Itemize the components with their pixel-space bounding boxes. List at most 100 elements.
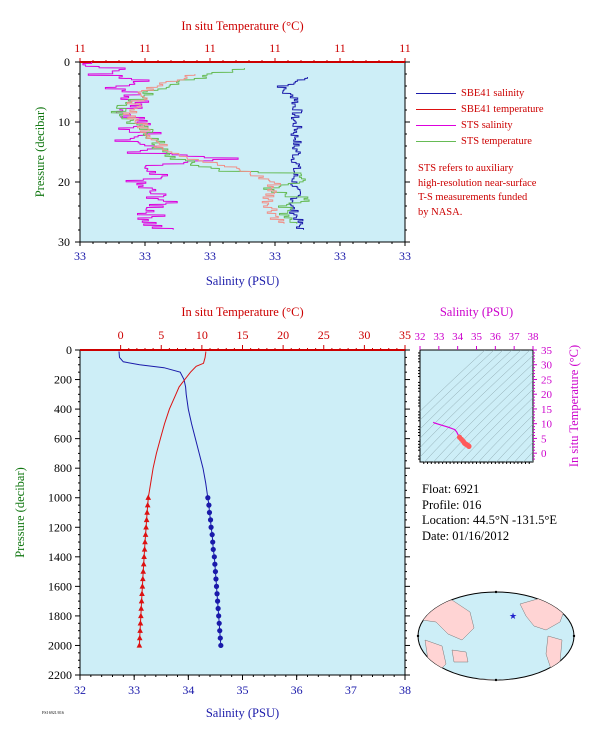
temperature-sample-point	[140, 575, 146, 582]
top-panel-top-axis-title: In situ Temperature (°C)	[181, 19, 303, 33]
legend-item: STS salinity	[416, 120, 544, 136]
temperature-sample-point	[139, 583, 146, 589]
salinity-sample-point	[213, 583, 220, 589]
top-panel-y-tick-label: 20	[58, 175, 70, 189]
main-panel-pressure-tick-label: 1800	[48, 609, 72, 623]
salinity-sample-point	[206, 502, 212, 508]
main-panel-y-axis-title: Pressure (decibar)	[13, 467, 27, 558]
ts-density-contour	[505, 432, 533, 462]
date: Date: 01/16/2012	[422, 528, 510, 543]
location: Location: 44.5°N -131.5°E	[422, 513, 557, 527]
ts-top-axis-title: Salinity (PSU)	[440, 305, 513, 319]
main-panel-salinity-tick-label: 32	[74, 683, 86, 697]
main-panel-pressure-tick-label: 200	[54, 373, 72, 387]
ts-density-contour	[532, 461, 533, 462]
top-panel-series-line	[82, 62, 239, 230]
main-panel-salinity-tick-label: 38	[399, 683, 411, 697]
ts-density-contour	[420, 350, 531, 458]
map-edge-tick	[416, 634, 420, 638]
salinity-sample-point	[214, 591, 220, 597]
top-panel-y-tick-label: 10	[58, 115, 70, 129]
main-panel-pressure-tick-label: 2000	[48, 638, 72, 652]
temperature-sample-point	[138, 597, 145, 604]
main-panel-temp-tick-label: 0	[118, 328, 124, 342]
legend-label: SBE41 temperature	[461, 104, 544, 115]
salinity-sample-point	[205, 495, 211, 501]
legend-swatch-sts-salinity	[416, 125, 456, 127]
temperature-sample-point	[142, 538, 148, 545]
salinity-sample-point	[216, 620, 222, 626]
main-panel-temp-tick-label: 15	[237, 328, 249, 342]
top-panel-series-line	[122, 74, 285, 224]
temperature-sample-point	[141, 546, 148, 552]
salinity-sample-point	[206, 509, 213, 516]
main-panel-salinity-tick-label: 34	[182, 683, 194, 697]
legend-swatch-sbe41-salinity	[416, 93, 456, 95]
ts-density-contour	[420, 350, 495, 421]
ts-temp-tick-label: 30	[541, 360, 553, 372]
float-info: Float: 6921 Profile: 016 Location: 44.5°…	[422, 482, 557, 544]
salinity-sample-point	[217, 628, 223, 634]
ts-density-contour	[469, 397, 533, 462]
map-edge-tick	[494, 590, 498, 594]
temperature-sample-point	[142, 531, 149, 537]
ts-temp-tick-label: 35	[541, 345, 553, 357]
ts-curve-point	[466, 443, 472, 449]
ts-salinity-tick-label: 37	[509, 331, 521, 343]
legend-label: SBE41 salinity	[461, 88, 525, 99]
main-panel-pressure-tick-label: 400	[54, 402, 72, 416]
main-panel-temp-tick-label: 10	[196, 328, 208, 342]
legend-label: STS temperature	[461, 136, 532, 147]
main-panel-temp-tick-label: 5	[158, 328, 164, 342]
main-panel-pressure-tick-label: 2200	[48, 668, 72, 682]
ts-density-contour	[442, 371, 533, 462]
top-panel-top-tick-label: 11	[139, 41, 151, 55]
top-panel-series-line	[276, 77, 308, 230]
ts-salinity-tick-label: 33	[433, 331, 445, 343]
salinity-sample-point	[216, 613, 222, 619]
salinity-sample-point	[213, 576, 219, 582]
salinity-sample-point	[217, 635, 223, 641]
float-id: Float: 6921	[422, 482, 480, 496]
ts-temp-tick-label: 0	[541, 448, 547, 460]
legend-item: SBE41 temperature	[416, 104, 544, 120]
map-landmass-australia	[451, 649, 469, 663]
temperature-sample-point	[137, 620, 144, 626]
legend-swatch-sbe41-temperature	[416, 109, 456, 111]
ts-temp-tick-label: 15	[541, 404, 553, 416]
note-line: T-S measurements funded	[418, 192, 528, 203]
profile-number: Profile: 016	[422, 497, 482, 512]
main-panel-temp-tick-label: 25	[318, 328, 330, 342]
world-map: ★	[416, 590, 576, 682]
temperature-sample-point	[140, 568, 147, 574]
top-panel-y-tick-label: 30	[58, 235, 70, 249]
ts-density-contour	[514, 441, 533, 462]
top-panel-y-axis-title: Pressure (decibar)	[33, 107, 47, 198]
salinity-sample-point	[209, 532, 215, 538]
temperature-sample-point	[138, 612, 144, 619]
main-panel-pressure-tick-label: 0	[66, 343, 72, 357]
main-panel-top-axis-title: In situ Temperature (°C)	[181, 305, 303, 319]
main-panel-pressure-tick-label: 1200	[48, 520, 72, 534]
note-line: by NASA.	[418, 206, 463, 218]
ts-density-contour	[433, 363, 533, 462]
legend-item: SBE41 salinity	[416, 88, 544, 104]
ts-density-contour	[420, 350, 522, 448]
ts-density-contours	[420, 350, 533, 462]
ts-temp-tick-label: 5	[541, 433, 547, 445]
note-line: STS refers to auxiliary	[418, 163, 514, 174]
main-panel-temp-tick-label: 35	[399, 328, 411, 342]
main-panel-pressure-tick-label: 1000	[48, 491, 72, 505]
temperature-sample-point	[136, 634, 143, 641]
main-panel-salinity-tick-label: 33	[128, 683, 140, 697]
legend-item: STS temperature	[416, 136, 544, 152]
top-panel-top-tick-label: 11	[204, 41, 216, 55]
top-panel-bottom-tick-label: 33	[399, 249, 411, 263]
top-panel-bottom-tick-label: 33	[334, 249, 346, 263]
ts-density-contour	[496, 423, 533, 462]
salinity-sample-point	[212, 568, 219, 575]
map-edge-tick	[572, 634, 576, 638]
salinity-sample-point	[208, 524, 214, 530]
temperature-sample-point	[140, 561, 147, 567]
